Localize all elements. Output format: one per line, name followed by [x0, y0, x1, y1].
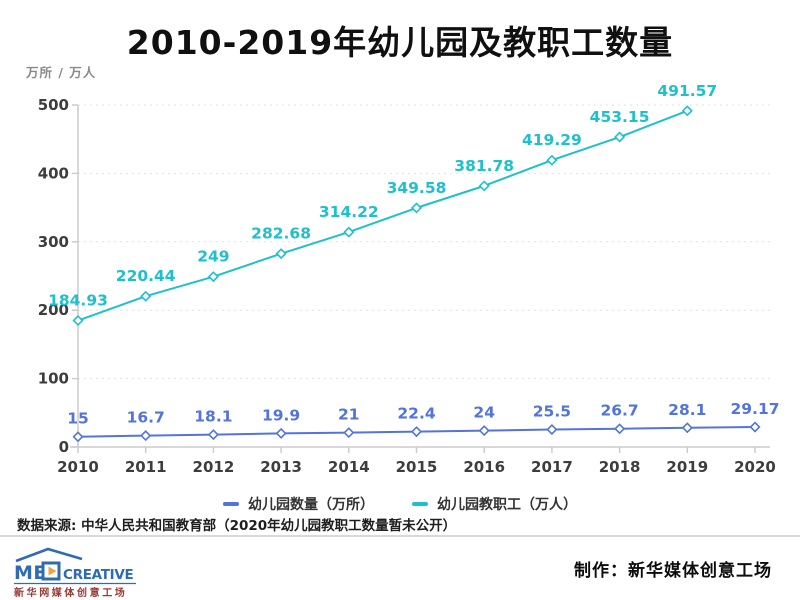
x-axis-label: 2020 — [734, 458, 776, 476]
marker-staff — [614, 131, 626, 143]
data-label-staff: 491.57 — [657, 82, 717, 100]
marker-kindergartens — [749, 421, 761, 433]
data-label-kindergartens: 26.7 — [600, 402, 638, 420]
marker-staff — [343, 226, 355, 238]
x-axis-label: 2012 — [193, 458, 235, 476]
y-axis-unit-label: 万所 / 万人 — [26, 65, 97, 80]
data-label-staff: 381.78 — [454, 157, 514, 175]
marker-kindergartens — [275, 427, 287, 439]
x-axis-label: 2017 — [531, 458, 573, 476]
x-axis-label: 2014 — [328, 458, 370, 476]
data-label-kindergartens: 15 — [67, 410, 89, 428]
x-axis-label: 2019 — [666, 458, 708, 476]
marker-staff — [546, 154, 558, 166]
chart-title: 2010-2019年幼儿园及教职工数量 — [126, 23, 674, 62]
legend: 幼儿园数量（万所） 幼儿园教职工（万人） — [0, 494, 800, 514]
data-label-kindergartens: 24 — [473, 404, 495, 422]
data-label-staff: 349.58 — [387, 179, 447, 197]
data-label-staff: 220.44 — [116, 267, 176, 285]
data-label-staff: 184.93 — [48, 292, 108, 310]
x-axis-label: 2011 — [125, 458, 167, 476]
data-label-staff: 314.22 — [319, 203, 379, 221]
data-label-kindergartens: 21 — [338, 406, 360, 424]
logo-roof-icon — [15, 547, 83, 563]
y-axis-label: 100 — [38, 370, 69, 388]
legend-swatch-staff — [412, 502, 428, 506]
y-axis-label: 200 — [38, 301, 69, 319]
marker-staff — [681, 105, 693, 117]
marker-kindergartens — [478, 425, 490, 437]
legend-swatch-kindergartens — [223, 502, 239, 506]
logo-play-icon — [48, 566, 57, 576]
y-axis-label: 0 — [59, 438, 69, 456]
legend-label-staff: 幼儿园教职工（万人） — [437, 497, 577, 513]
marker-staff — [275, 248, 287, 260]
marker-staff — [207, 271, 219, 283]
marker-staff — [72, 314, 84, 327]
marker-kindergartens — [614, 423, 626, 435]
legend-item-kindergartens[interactable]: 幼儿园数量（万所） — [223, 494, 374, 514]
legend-item-staff[interactable]: 幼儿园教职工（万人） — [412, 494, 577, 514]
logo-subtitle: 新华网媒体创意工场 — [14, 586, 127, 598]
data-label-kindergartens: 18.1 — [194, 408, 232, 426]
data-label-kindergartens: 29.17 — [730, 400, 779, 418]
x-axis-label: 2015 — [396, 458, 438, 476]
marker-kindergartens — [72, 431, 84, 443]
footer-divider — [0, 535, 800, 537]
line-chart: 0 100 200 300 400 500 2010 2011 2012 2013 2014 2015… — [38, 82, 780, 476]
data-label-kindergartens: 16.7 — [127, 409, 165, 427]
marker-kindergartens — [546, 424, 558, 436]
data-label-kindergartens: 28.1 — [668, 401, 706, 419]
marker-staff — [410, 202, 423, 214]
x-axis-label: 2016 — [463, 458, 505, 476]
marker-staff — [140, 290, 152, 302]
data-label-staff: 453.15 — [590, 108, 650, 126]
logo-text-pre: ME — [14, 562, 47, 584]
marker-kindergartens — [140, 430, 152, 442]
data-label-kindergartens: 22.4 — [397, 405, 435, 423]
series-line-staff — [77, 109, 688, 322]
data-label-staff: 282.68 — [251, 225, 311, 243]
marker-staff — [478, 180, 490, 192]
credit-text: 制作：新华媒体创意工场 — [574, 561, 772, 581]
medcreative-logo: ME CREATIVE 新华网媒体创意工场 — [14, 547, 136, 598]
x-axis-label: 2013 — [260, 458, 302, 476]
x-axis-label: 2018 — [599, 458, 641, 476]
marker-kindergartens — [410, 426, 423, 438]
source-note: 数据来源: 中华人民共和国教育部（2020年幼儿园教职工数量暂未公开） — [17, 518, 457, 534]
legend-label-kindergartens: 幼儿园数量（万所） — [248, 497, 374, 513]
marker-kindergartens — [207, 429, 219, 441]
data-label-kindergartens: 19.9 — [262, 406, 300, 424]
marker-kindergartens — [681, 422, 693, 434]
y-axis-label: 400 — [38, 164, 69, 182]
data-label-staff: 249 — [197, 248, 229, 266]
marker-kindergartens — [343, 427, 355, 439]
x-axis-label: 2010 — [57, 458, 99, 476]
logo-text-post: CREATIVE — [63, 567, 134, 583]
data-label-kindergartens: 25.5 — [533, 403, 571, 421]
y-axis-label: 300 — [38, 233, 69, 251]
y-axis-label: 500 — [38, 96, 69, 114]
data-label-staff: 419.29 — [522, 131, 582, 149]
